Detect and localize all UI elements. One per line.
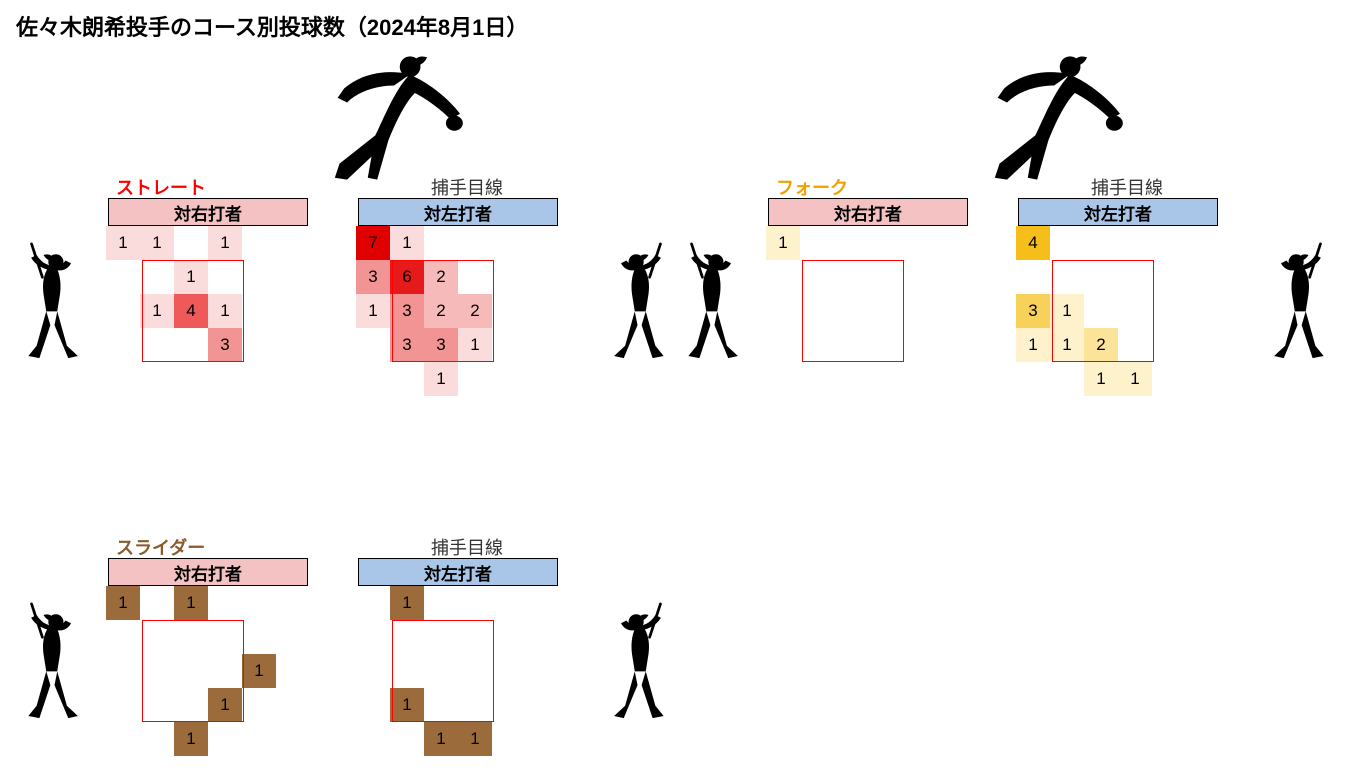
vs-left-header: 対左打者 xyxy=(358,558,558,586)
grid-cell: 1 xyxy=(390,226,424,260)
pitch-location-grid: 43111211 xyxy=(1016,226,1220,396)
grid-cell: 1 xyxy=(140,294,174,328)
grid-cell: 2 xyxy=(424,294,458,328)
batter-left-handed-icon xyxy=(566,576,676,746)
vs-right-header: 対右打者 xyxy=(108,198,308,226)
grid-cell: 1 xyxy=(242,654,276,688)
pitch-type-label: フォーク xyxy=(776,174,848,200)
panels-container: ストレート捕手目線対右打者11111413対左打者7136213223311フォ… xyxy=(16,46,1336,766)
grid-cell: 7 xyxy=(356,226,390,260)
catcher-view-label: 捕手目線 xyxy=(431,534,503,560)
grid-cell: 1 xyxy=(174,722,208,756)
vs-right-subpanel: 対右打者1 xyxy=(766,198,970,396)
vs-left-header: 対左打者 xyxy=(358,198,558,226)
vs-left-subpanel: 対左打者43111211 xyxy=(1016,198,1220,396)
grid-cell: 1 xyxy=(208,688,242,722)
pitch-panel: フォーク捕手目線対右打者1対左打者43111211 xyxy=(676,46,1336,406)
grid-cell: 1 xyxy=(174,260,208,294)
grid-cell: 1 xyxy=(1084,362,1118,396)
grid-cell: 1 xyxy=(424,722,458,756)
grid-cell: 4 xyxy=(174,294,208,328)
grid-cell: 1 xyxy=(1050,328,1084,362)
pitch-location-grid: 11111413 xyxy=(106,226,310,396)
pitch-location-grid: 1111 xyxy=(356,586,560,756)
grid-cell: 3 xyxy=(390,294,424,328)
grid-cell: 2 xyxy=(1084,328,1118,362)
grid-cell: 3 xyxy=(1016,294,1050,328)
pitch-panel: スライダー捕手目線対右打者11111対左打者1111 xyxy=(16,406,676,766)
strike-zone-border xyxy=(802,260,904,362)
grid-cell: 3 xyxy=(390,328,424,362)
grid-cell: 1 xyxy=(106,226,140,260)
vs-right-header: 対右打者 xyxy=(768,198,968,226)
batter-left-handed-icon xyxy=(1226,216,1336,386)
grid-cell: 1 xyxy=(106,586,140,620)
grid-cell: 6 xyxy=(390,260,424,294)
grid-cell: 1 xyxy=(766,226,800,260)
page-title: 佐々木朗希投手のコース別投球数（2024年8月1日） xyxy=(16,10,1338,42)
pitch-type-label: スライダー xyxy=(116,534,205,560)
grid-cell: 1 xyxy=(390,688,424,722)
pitch-panel: ストレート捕手目線対右打者11111413対左打者7136213223311 xyxy=(16,46,676,406)
catcher-view-label: 捕手目線 xyxy=(431,174,503,200)
grid-cell: 4 xyxy=(1016,226,1050,260)
grid-cell: 1 xyxy=(356,294,390,328)
grid-cell: 2 xyxy=(424,260,458,294)
grid-cell: 2 xyxy=(458,294,492,328)
vs-left-subpanel: 対左打者7136213223311 xyxy=(356,198,560,396)
grid-cell: 3 xyxy=(356,260,390,294)
pitch-type-label: ストレート xyxy=(116,174,206,200)
grid-cell: 3 xyxy=(208,328,242,362)
pitch-location-grid: 1 xyxy=(766,226,970,396)
grid-cell: 1 xyxy=(1118,362,1152,396)
grid-cell: 3 xyxy=(424,328,458,362)
grid-cell: 1 xyxy=(140,226,174,260)
grid-cell: 1 xyxy=(208,226,242,260)
grid-cell: 1 xyxy=(208,294,242,328)
vs-left-header: 対左打者 xyxy=(1018,198,1218,226)
pitch-location-grid: 7136213223311 xyxy=(356,226,560,396)
vs-right-header: 対右打者 xyxy=(108,558,308,586)
vs-left-subpanel: 対左打者1111 xyxy=(356,558,560,756)
pitch-location-grid: 11111 xyxy=(106,586,310,756)
grid-cell: 1 xyxy=(458,328,492,362)
grid-cell: 1 xyxy=(174,586,208,620)
grid-cell: 1 xyxy=(1050,294,1084,328)
grid-cell: 1 xyxy=(458,722,492,756)
batter-left-handed-icon xyxy=(566,216,676,386)
grid-cell: 1 xyxy=(390,586,424,620)
vs-right-subpanel: 対右打者11111413 xyxy=(106,198,310,396)
grid-cell: 1 xyxy=(1016,328,1050,362)
grid-cell: 1 xyxy=(424,362,458,396)
vs-right-subpanel: 対右打者11111 xyxy=(106,558,310,756)
catcher-view-label: 捕手目線 xyxy=(1091,174,1163,200)
